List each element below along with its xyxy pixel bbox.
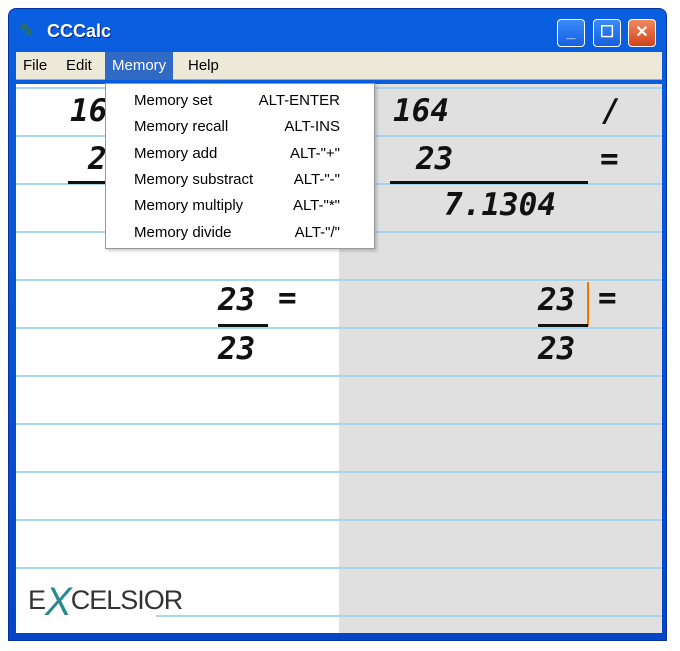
title-bar[interactable]: ✎ CCCalc _ ☐ ✕ [9, 9, 666, 51]
excelsior-logo: EXCELSIOR [28, 580, 183, 624]
result-bar [390, 181, 588, 184]
menu-item-memory-recall[interactable]: Memory recall ALT-INS [134, 118, 340, 135]
window-title: CCCalc [47, 21, 112, 41]
result-value: 7.1304 [444, 187, 556, 223]
left-equals: = [278, 280, 297, 316]
right-operator: / [602, 93, 621, 129]
right-operand-2: 23 [416, 141, 454, 177]
menu-item-memory-set[interactable]: Memory set ALT-ENTER [134, 92, 340, 109]
menu-item-memory-subtract[interactable]: Memory substract ALT-"-" [134, 171, 340, 188]
menu-item-memory-add[interactable]: Memory add ALT-"+" [134, 145, 340, 162]
result-pane [339, 84, 662, 633]
left-operand-4[interactable]: 23 [218, 331, 256, 367]
right-operand-4: 23 [538, 331, 576, 367]
right-equals-2: = [598, 280, 617, 316]
menu-help[interactable]: Help [188, 57, 219, 74]
right-operand-3: 23 [538, 282, 576, 318]
memory-menu-dropdown: Memory set ALT-ENTER Memory recall ALT-INS… [105, 83, 375, 249]
left-operand-3[interactable]: 23 [218, 282, 256, 318]
minimize-button[interactable]: _ [557, 19, 585, 47]
fraction-bar [218, 324, 268, 327]
right-operand-1: 164 [393, 93, 449, 129]
close-button[interactable]: ✕ [628, 19, 656, 47]
menu-item-memory-divide[interactable]: Memory divide ALT-"/" [134, 224, 340, 241]
menu-bar: File Edit Memory Help [16, 52, 662, 80]
menu-file[interactable]: File [23, 57, 48, 74]
menu-edit[interactable]: Edit [66, 57, 92, 74]
menu-item-memory-multiply[interactable]: Memory multiply ALT-"*" [134, 197, 340, 214]
text-caret [587, 282, 589, 326]
right-equals: = [600, 141, 619, 177]
maximize-button[interactable]: ☐ [593, 19, 621, 47]
menu-memory[interactable]: Memory [105, 52, 174, 80]
app-icon: ✎ [19, 21, 35, 41]
